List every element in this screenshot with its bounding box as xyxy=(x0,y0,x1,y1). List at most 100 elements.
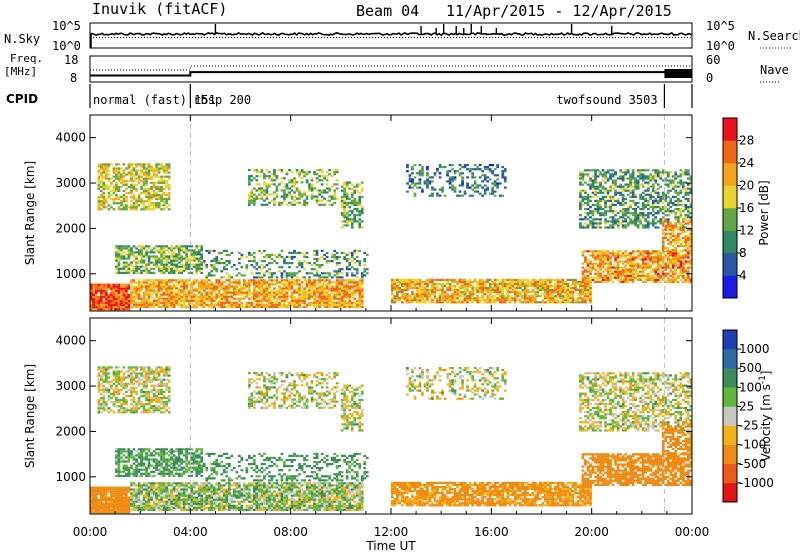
power-cell xyxy=(323,293,326,296)
power-cell xyxy=(644,189,647,192)
power-cell xyxy=(596,185,600,188)
power-cell xyxy=(250,281,254,284)
power-cell xyxy=(586,287,590,290)
power-cell xyxy=(268,255,271,259)
power-cell xyxy=(441,190,444,193)
power-cell xyxy=(170,253,173,256)
power-cell xyxy=(160,257,163,260)
power-cell xyxy=(192,281,196,284)
power-cell xyxy=(117,169,121,172)
power-cell xyxy=(202,260,206,263)
power-cell xyxy=(130,200,133,203)
power-cell xyxy=(531,291,535,294)
power-cell xyxy=(147,169,151,172)
power-cell xyxy=(177,245,181,248)
power-cell xyxy=(150,202,153,205)
power-cell xyxy=(217,295,221,298)
power-cell xyxy=(132,291,136,294)
power-cell xyxy=(135,202,138,205)
power-cell xyxy=(115,198,118,201)
power-cell xyxy=(431,194,434,197)
power-cell xyxy=(493,295,497,298)
power-cell xyxy=(265,293,269,296)
power-cell xyxy=(147,200,151,203)
power-cell xyxy=(120,306,123,309)
power-cell xyxy=(265,283,269,286)
power-cell xyxy=(599,268,602,271)
power-cell xyxy=(280,181,284,184)
power-cell xyxy=(318,191,321,194)
power-cell xyxy=(353,216,357,219)
power-cell xyxy=(496,182,499,185)
power-cell xyxy=(461,282,464,286)
power-cell xyxy=(132,259,136,262)
power-cell xyxy=(187,249,191,252)
power-cell xyxy=(659,260,663,263)
power-cell xyxy=(589,195,592,198)
power-cell xyxy=(579,208,582,211)
power-cell xyxy=(594,191,597,194)
power-cell xyxy=(155,181,158,184)
power-cell xyxy=(315,289,319,292)
power-cell xyxy=(245,289,249,292)
power-cell xyxy=(210,281,214,284)
power-cell xyxy=(579,171,582,174)
power-cell xyxy=(584,280,587,283)
power-cell xyxy=(641,274,645,277)
power-cell xyxy=(679,264,683,267)
power-cell xyxy=(288,289,291,292)
power-cell xyxy=(453,170,457,173)
power-cell xyxy=(682,262,685,265)
power-cell xyxy=(205,283,209,286)
power-cell xyxy=(621,189,625,192)
power-cell xyxy=(185,263,188,266)
power-cell xyxy=(391,282,394,286)
power-cell xyxy=(255,264,259,267)
power-cell xyxy=(105,175,108,178)
power-cell xyxy=(145,285,148,288)
power-cell xyxy=(333,289,336,292)
power-cell xyxy=(611,270,615,273)
power-cell xyxy=(115,187,118,190)
power-cell xyxy=(606,260,610,263)
power-cell xyxy=(624,266,627,269)
power-cell xyxy=(606,276,610,279)
power-cell xyxy=(516,287,520,290)
power-cell xyxy=(350,266,354,269)
power-cell xyxy=(328,187,331,190)
power-cell xyxy=(295,251,299,254)
power-cell xyxy=(177,279,181,282)
power-cell xyxy=(170,269,173,272)
power-cell xyxy=(285,303,289,306)
power-cell xyxy=(421,291,424,294)
power-cell xyxy=(646,193,650,196)
power-cell xyxy=(348,295,352,298)
power-cell xyxy=(453,188,457,191)
power-cell xyxy=(651,268,655,271)
power-cell xyxy=(671,264,675,267)
power-cell xyxy=(172,301,176,304)
power-cell xyxy=(651,258,655,261)
power-cell xyxy=(589,262,592,265)
power-cell xyxy=(235,291,239,294)
power-cell xyxy=(92,289,96,292)
power-cell xyxy=(448,164,452,167)
power-cell xyxy=(107,165,111,168)
power-cell xyxy=(406,164,409,167)
power-cell xyxy=(115,301,118,305)
power-cell xyxy=(406,182,409,185)
power-cell xyxy=(360,289,364,292)
power-cell xyxy=(599,208,602,211)
power-cell xyxy=(288,303,291,306)
power-cell xyxy=(649,260,653,263)
power-cell xyxy=(325,255,329,259)
power-cell xyxy=(187,303,191,306)
power-cell xyxy=(170,303,173,306)
power-cell xyxy=(288,272,291,275)
power-cell xyxy=(348,264,352,267)
power-cell xyxy=(574,287,577,290)
power-cell xyxy=(391,289,394,292)
power-cell xyxy=(483,299,487,302)
power-cell xyxy=(228,276,231,279)
power-cell xyxy=(147,289,151,292)
